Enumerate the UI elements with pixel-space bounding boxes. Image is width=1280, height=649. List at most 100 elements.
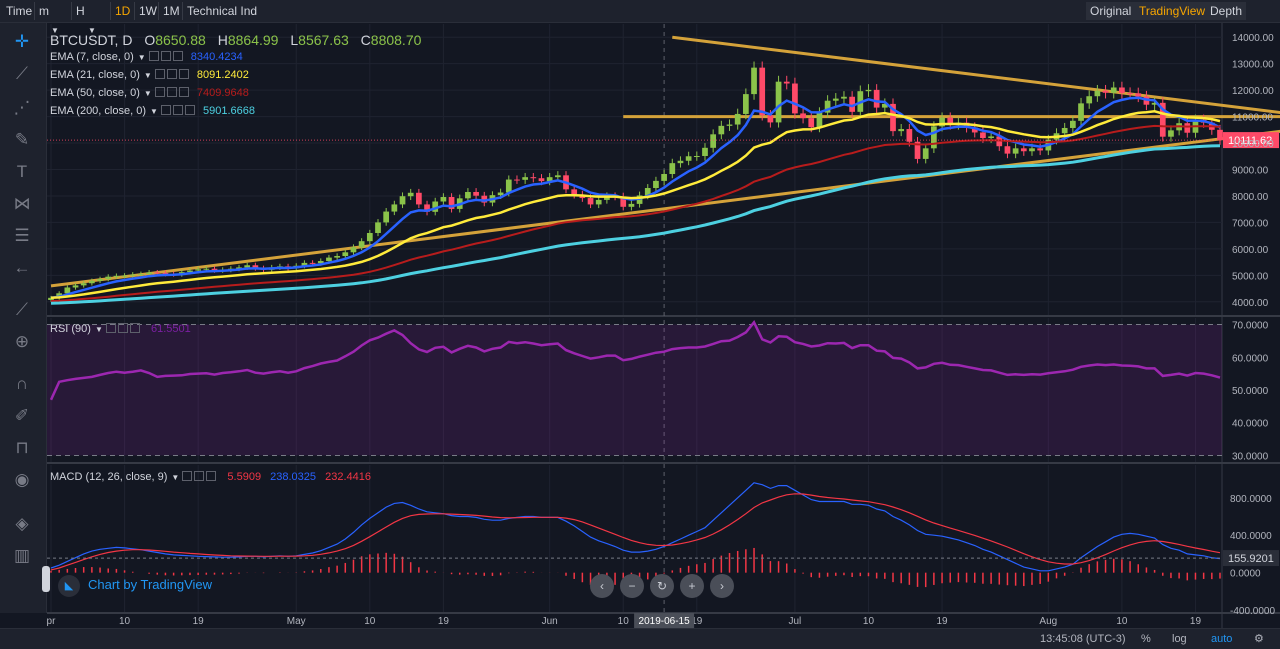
percent-toggle[interactable]: % (1141, 633, 1151, 645)
candle (1119, 87, 1125, 94)
price-tick-label: 6000.00 (1232, 245, 1269, 256)
lock-drawing-icon[interactable]: ✐ (14, 406, 30, 425)
source-icon[interactable] (117, 323, 128, 333)
scroll-handle[interactable] (42, 566, 50, 592)
macd-value-1: 5.5909 (227, 471, 262, 483)
scroll-left-button[interactable]: ‹ (590, 574, 614, 598)
toolbar-1d[interactable]: 1D (110, 2, 134, 20)
toolbar-time[interactable]: Time (6, 4, 33, 18)
candle (154, 272, 161, 274)
candle (726, 124, 733, 126)
view-tradingview[interactable]: TradingView (1135, 2, 1210, 20)
candle (849, 96, 855, 112)
lock-icon[interactable]: ⊓ (15, 438, 29, 457)
candle (906, 129, 913, 142)
time-tick-label: 10 (119, 616, 131, 627)
close-icon[interactable] (184, 105, 195, 115)
candle (1151, 102, 1158, 105)
candle (947, 117, 954, 125)
ema-legend-name: EMA (200, close, 0) (50, 105, 146, 117)
settings-icon[interactable] (148, 51, 159, 61)
candle (922, 148, 929, 159)
prediction-icon[interactable]: ☰ (14, 226, 30, 245)
clock-timezone[interactable]: 13:45:08 (UTC-3) (1040, 633, 1126, 645)
layers-icon[interactable]: ◈ (15, 514, 29, 533)
fib-tool-icon[interactable]: ⋰ (13, 98, 31, 117)
toolbar-technical-indicators[interactable]: Technical Ind (182, 2, 261, 20)
zoom-in-icon[interactable]: ⊕ (14, 332, 30, 351)
view-original[interactable]: Original (1086, 2, 1136, 20)
candle (685, 156, 692, 161)
toolbar-hours[interactable]: H ▼ (71, 2, 107, 35)
ruler-icon[interactable]: ⟋ (16, 300, 28, 319)
ema-legend-row[interactable]: EMA (50, close, 0) ▼ 7409.9648 (50, 85, 249, 101)
candle (366, 232, 373, 242)
candle (783, 81, 790, 84)
price-tick-label: 9000.00 (1232, 166, 1269, 177)
gear-icon[interactable]: ⚙ (1254, 633, 1264, 645)
text-tool-icon[interactable]: T (16, 162, 28, 181)
candle (1184, 123, 1191, 133)
close-icon[interactable] (172, 51, 183, 61)
source-icon[interactable] (166, 69, 177, 79)
candle (146, 272, 152, 274)
ema-legend-row[interactable]: EMA (7, close, 0) ▼ 8340.4234 (50, 49, 243, 65)
toolbar-1w[interactable]: 1W (134, 2, 161, 20)
candle (97, 279, 103, 281)
auto-toggle[interactable]: auto (1211, 633, 1233, 645)
time-tick-label: Jul (789, 616, 802, 627)
trend-line-icon[interactable]: ⟋ (16, 64, 28, 83)
ema-legend-row[interactable]: EMA (21, close, 0) ▼ 8091.2402 (50, 67, 249, 83)
source-icon[interactable] (172, 105, 183, 115)
candle (301, 262, 308, 266)
candle (1102, 90, 1109, 93)
candle (481, 195, 488, 203)
close-icon[interactable] (206, 471, 217, 481)
candle (742, 94, 749, 114)
reset-button[interactable]: ↻ (650, 574, 674, 598)
source-icon[interactable] (166, 87, 177, 97)
source-icon[interactable] (194, 471, 205, 481)
candle (1168, 130, 1174, 137)
brush-icon[interactable]: ✎ (14, 130, 30, 149)
candle (1110, 87, 1117, 93)
macd-legend[interactable]: MACD (12, 26, close, 9) ▼ 5.5909 238.0325… (50, 471, 371, 483)
close-icon[interactable] (178, 69, 189, 79)
settings-icon[interactable] (105, 323, 116, 333)
crosshair-icon[interactable]: ✛ (14, 32, 30, 51)
candle (514, 179, 520, 181)
ema-legend-value: 7409.9648 (196, 87, 249, 99)
symbol-label[interactable]: BTCUSDT, D (50, 32, 133, 48)
candle (399, 196, 406, 205)
bottom-bar: 13:45:08 (UTC-3) % log auto ⚙ (0, 628, 1280, 649)
view-depth[interactable]: Depth (1206, 2, 1247, 20)
pattern-icon[interactable]: ⋈ (13, 194, 31, 213)
ema-legend-row[interactable]: EMA (200, close, 0) ▼ 5901.6668 (50, 103, 255, 119)
rsi-legend[interactable]: RSI (90) ▼ 61.5501 (50, 323, 191, 335)
close-icon[interactable] (178, 87, 189, 97)
macd-tick-label: 400.0000 (1230, 531, 1272, 542)
zoom-in-button[interactable]: + (680, 574, 704, 598)
settings-icon[interactable] (160, 105, 171, 115)
scroll-right-button[interactable]: › (710, 574, 734, 598)
candle (1078, 103, 1084, 121)
toolbar-minutes[interactable]: m ▼ (34, 2, 70, 35)
tradingview-watermark[interactable]: ◣ Chart by TradingView (58, 574, 212, 597)
settings-icon[interactable] (182, 471, 193, 481)
settings-icon[interactable] (154, 87, 165, 97)
source-icon[interactable] (160, 51, 171, 61)
eye-icon[interactable]: ◉ (14, 470, 30, 489)
high-label: H (217, 32, 228, 48)
zoom-out-button[interactable]: − (620, 574, 644, 598)
candle (195, 269, 202, 271)
trash-icon[interactable]: ▥ (13, 546, 31, 565)
magnet-icon[interactable]: ∩ (15, 374, 29, 393)
back-arrow-icon[interactable]: ← (13, 258, 31, 277)
drawing-toolbar: ✛ ⟋ ⋰ ✎ T ⋈ ☰ ← ⟋ ⊕ ∩ ✐ ⊓ ◉ ◈ ▥ (0, 23, 47, 613)
settings-icon[interactable] (154, 69, 165, 79)
log-toggle[interactable]: log (1172, 633, 1187, 645)
candle (538, 178, 545, 182)
toolbar-1m[interactable]: 1M (158, 2, 184, 20)
close-icon[interactable] (129, 323, 140, 333)
